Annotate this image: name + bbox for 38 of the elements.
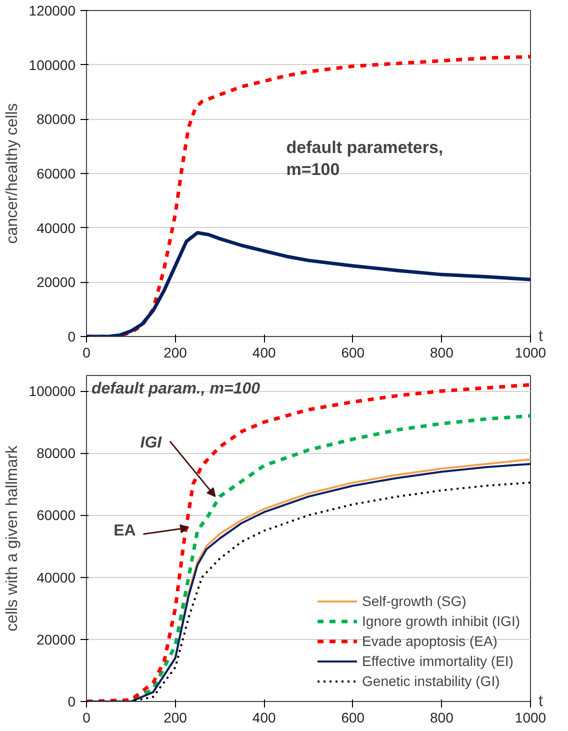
x-tick-label: 400 xyxy=(252,710,276,726)
annotation: default parameters, m=100 xyxy=(286,138,444,180)
x-tick-label: 1000 xyxy=(514,710,546,726)
annotation: IGI xyxy=(140,434,162,452)
x-tick-label: 400 xyxy=(252,344,276,360)
legend-label: Effective immortality (EI) xyxy=(362,652,514,670)
y-tick-label: 120000 xyxy=(28,2,76,18)
legend-label: Ignore growth inhibit (IGI) xyxy=(362,612,520,630)
x-axis-title: t xyxy=(538,328,544,345)
y-axis-title: cancer/healthy cells xyxy=(4,103,21,244)
y-tick-label: 40000 xyxy=(36,569,76,586)
y-tick-label: 60000 xyxy=(36,166,76,182)
y-tick-label: 20000 xyxy=(36,274,76,290)
y-tick-label: 100000 xyxy=(28,383,76,400)
legend-label: Evade apoptosis (EA) xyxy=(362,632,498,650)
x-tick-label: 800 xyxy=(430,710,454,726)
y-tick-label: 80000 xyxy=(36,111,76,128)
annotation: default param., m=100 xyxy=(92,380,260,398)
y-tick-label: 40000 xyxy=(36,220,76,236)
x-tick-label: 200 xyxy=(164,710,188,726)
x-tick-label: 200 xyxy=(164,344,188,360)
x-tick-label: 1000 xyxy=(514,344,546,360)
y-tick-label: 20000 xyxy=(36,631,76,648)
y-tick-label: 100000 xyxy=(28,56,76,73)
y-tick-label: 80000 xyxy=(36,445,76,462)
y-tick-label: 60000 xyxy=(36,507,76,524)
legend-label: Self-growth (SG) xyxy=(362,592,466,610)
y-tick-label: 0 xyxy=(68,694,76,710)
y-axis-title: cells with a given hallmark xyxy=(4,444,21,632)
x-tick-label: 600 xyxy=(341,344,365,360)
x-axis-title: t xyxy=(538,693,544,710)
legend-label: Genetic instability (GI) xyxy=(362,672,500,690)
y-tick-label: 0 xyxy=(68,328,76,344)
x-tick-label: 800 xyxy=(430,344,454,360)
x-tick-label: 0 xyxy=(82,710,91,726)
annotation: EA xyxy=(114,522,136,540)
x-tick-label: 600 xyxy=(341,710,365,726)
x-tick-label: 0 xyxy=(82,344,91,360)
